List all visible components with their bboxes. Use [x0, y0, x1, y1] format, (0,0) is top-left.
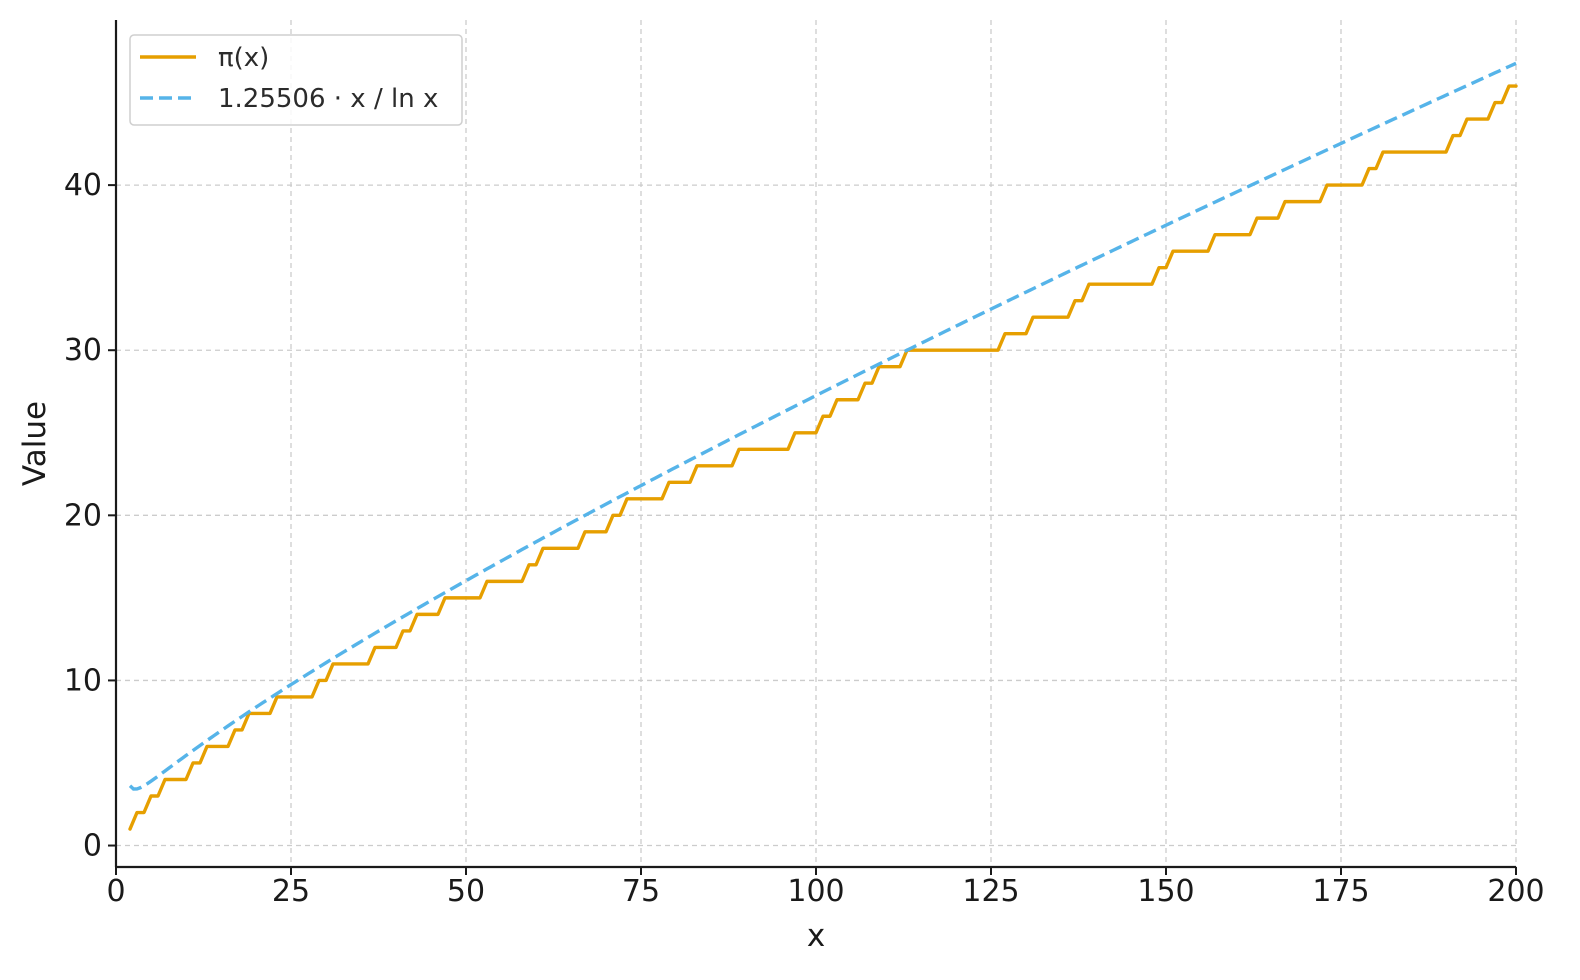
- x-axis-title: x: [807, 918, 825, 954]
- legend: π(x) 1.25506 · x / ln x: [129, 34, 463, 126]
- x-tick-label: 75: [622, 874, 660, 909]
- y-axis-title: Value: [17, 401, 53, 486]
- x-tick-label: 0: [106, 874, 125, 909]
- legend-label-approximation: 1.25506 · x / ln x: [218, 84, 438, 114]
- y-tick-label: 20: [64, 498, 102, 533]
- x-tick-label: 100: [787, 874, 844, 909]
- series-line-prime-count: [128, 84, 1518, 831]
- tick-labels: 0 25 50 75 100 125 150 175 200 0 10 20 30 40: [64, 168, 1545, 909]
- x-tick-label: 150: [1137, 874, 1194, 909]
- x-tick-label: 175: [1312, 874, 1369, 909]
- x-tick-label: 50: [447, 874, 485, 909]
- x-tick-label: 25: [272, 874, 310, 909]
- grid: [116, 20, 1517, 867]
- y-tick-label: 10: [64, 663, 102, 698]
- x-tick-label: 200: [1487, 874, 1544, 909]
- series-line-approximation: [128, 61, 1517, 791]
- series-lines: [128, 61, 1518, 831]
- axes: [108, 20, 1517, 875]
- y-tick-label: 40: [64, 168, 102, 203]
- y-tick-label: 30: [64, 333, 102, 368]
- x-tick-label: 125: [962, 874, 1019, 909]
- y-tick-label: 0: [83, 829, 102, 864]
- legend-label-prime-count: π(x): [218, 43, 269, 73]
- legend-box: [129, 34, 463, 126]
